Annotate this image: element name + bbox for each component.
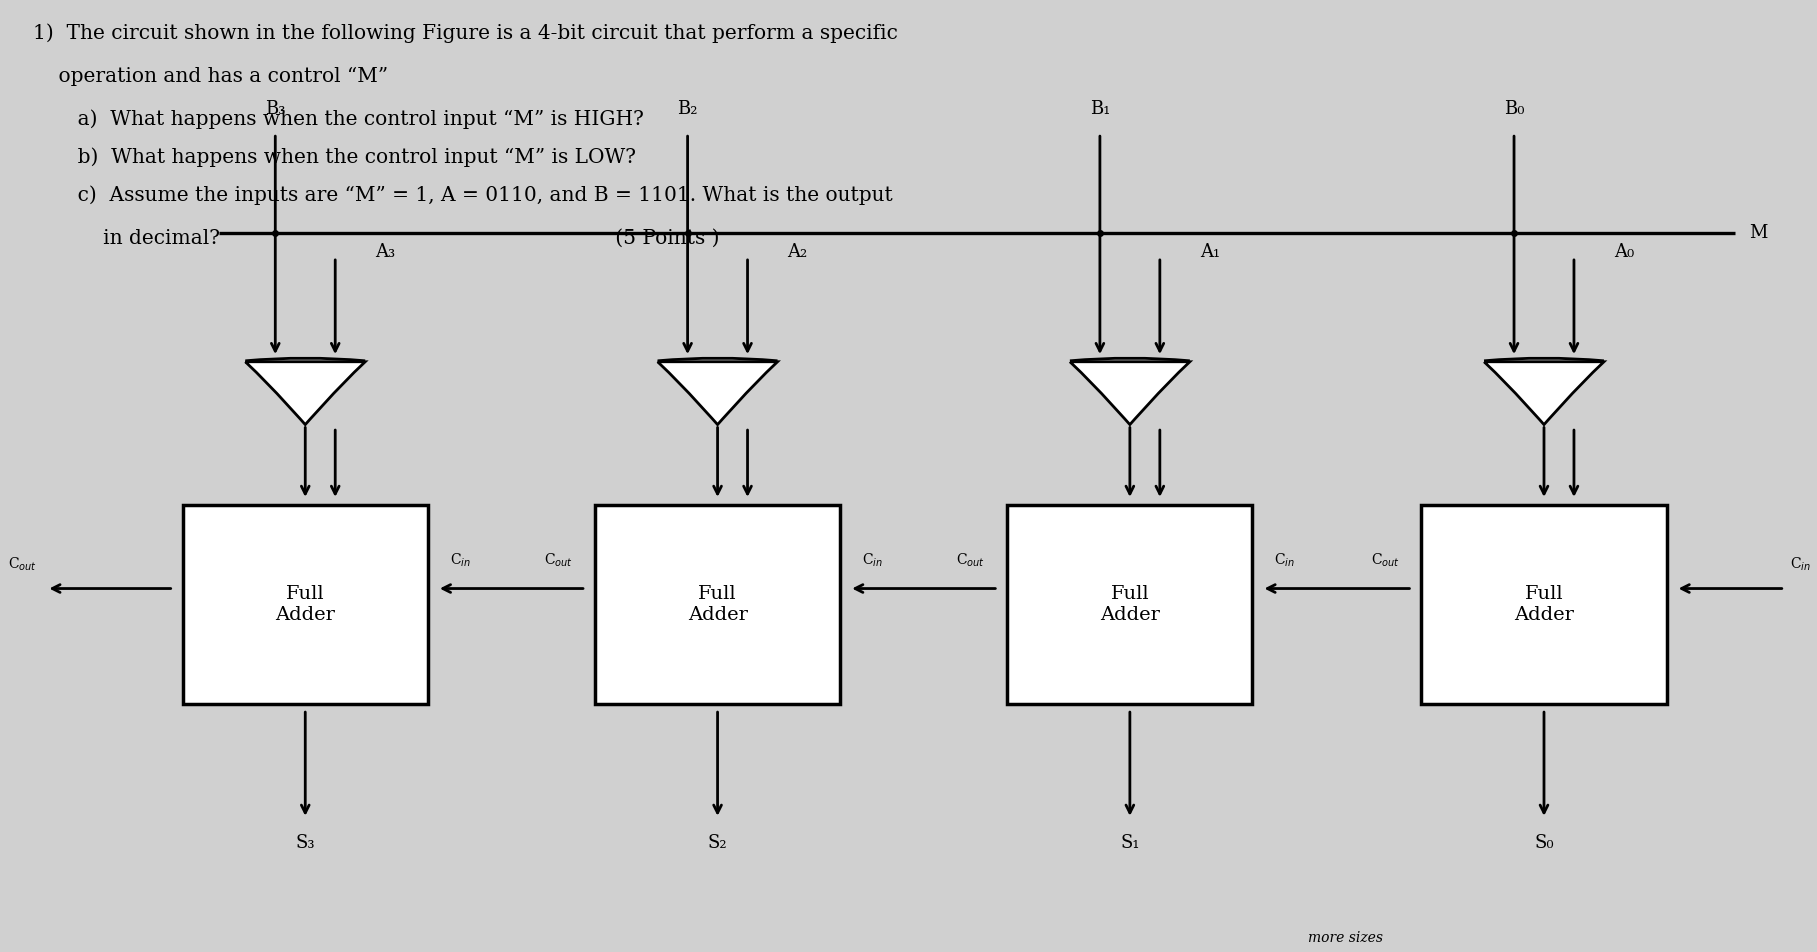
Text: Full
Adder: Full Adder xyxy=(1514,585,1574,624)
Text: in decimal?                                                              (5 Poin: in decimal? (5 Poin xyxy=(33,228,720,248)
Bar xyxy=(184,505,427,704)
Text: Full
Adder: Full Adder xyxy=(276,585,334,624)
PathPatch shape xyxy=(245,362,365,425)
Text: C$_{in}$: C$_{in}$ xyxy=(1274,551,1296,568)
Text: A₃: A₃ xyxy=(374,244,396,261)
Bar xyxy=(1007,505,1252,704)
Text: 1)  The circuit shown in the following Figure is a 4-bit circuit that perform a : 1) The circuit shown in the following Fi… xyxy=(33,24,898,44)
Bar xyxy=(1421,505,1666,704)
Text: C$_{in}$: C$_{in}$ xyxy=(861,551,883,568)
Text: B₀: B₀ xyxy=(1504,101,1524,118)
Text: S₀: S₀ xyxy=(1534,834,1554,851)
Text: Full
Adder: Full Adder xyxy=(687,585,747,624)
Text: operation and has a control “M”: operation and has a control “M” xyxy=(33,67,389,86)
Text: S₂: S₂ xyxy=(709,834,727,851)
Text: C$_{out}$: C$_{out}$ xyxy=(1370,551,1399,568)
Text: C$_{out}$: C$_{out}$ xyxy=(956,551,985,568)
Bar xyxy=(594,505,839,704)
Text: M: M xyxy=(1750,225,1768,242)
Text: B₂: B₂ xyxy=(678,101,698,118)
Text: C$_{out}$: C$_{out}$ xyxy=(543,551,572,568)
PathPatch shape xyxy=(1484,362,1604,425)
Text: A₀: A₀ xyxy=(1613,244,1633,261)
Text: b)  What happens when the control input “M” is LOW?: b) What happens when the control input “… xyxy=(33,148,636,168)
Text: A₂: A₂ xyxy=(787,244,809,261)
Text: c)  Assume the inputs are “M” = 1, A = 0110, and B = 1101. What is the output: c) Assume the inputs are “M” = 1, A = 01… xyxy=(33,186,892,206)
PathPatch shape xyxy=(658,362,778,425)
Text: more sizes: more sizes xyxy=(1308,931,1383,944)
PathPatch shape xyxy=(1070,362,1190,425)
Text: C$_{in}$: C$_{in}$ xyxy=(1790,556,1812,573)
Text: C$_{out}$: C$_{out}$ xyxy=(9,556,38,573)
Text: B₁: B₁ xyxy=(1090,101,1110,118)
Text: C$_{in}$: C$_{in}$ xyxy=(449,551,471,568)
Text: S₃: S₃ xyxy=(296,834,314,851)
Text: B₃: B₃ xyxy=(265,101,285,118)
Text: S₁: S₁ xyxy=(1119,834,1139,851)
Text: a)  What happens when the control input “M” is HIGH?: a) What happens when the control input “… xyxy=(33,109,643,129)
Text: A₁: A₁ xyxy=(1199,244,1219,261)
Text: Full
Adder: Full Adder xyxy=(1099,585,1159,624)
